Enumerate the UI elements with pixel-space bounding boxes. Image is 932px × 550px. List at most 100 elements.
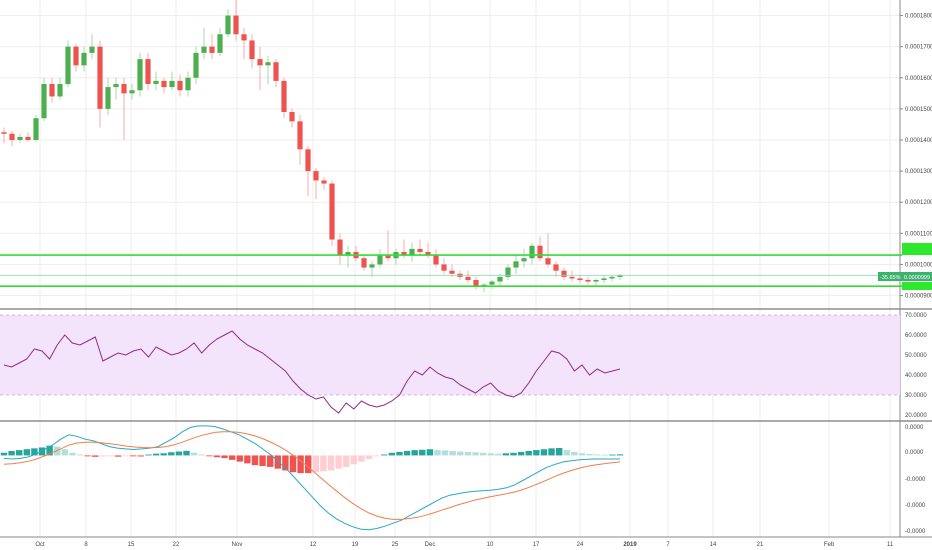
- candle-body[interactable]: [249, 40, 255, 60]
- candle-body[interactable]: [233, 15, 239, 35]
- candle-body[interactable]: [385, 255, 391, 259]
- candle-body[interactable]: [545, 258, 551, 265]
- candle-body[interactable]: [473, 280, 479, 287]
- macd-pane[interactable]: [0, 425, 624, 531]
- candle-body[interactable]: [105, 87, 111, 109]
- candle-body[interactable]: [289, 112, 295, 122]
- macd-histogram-bar: [107, 455, 114, 457]
- rsi-axis: 70.0000 60.0000 50.0000 40.0000 30.0000 20.00…: [905, 313, 927, 419]
- price-tick-label: 0.0001000: [905, 262, 932, 268]
- candle-body[interactable]: [121, 84, 127, 94]
- macd-tick-label: 0.0000: [905, 450, 924, 456]
- candle-body[interactable]: [273, 62, 279, 81]
- candle-body[interactable]: [281, 80, 287, 112]
- candle-body[interactable]: [225, 15, 231, 35]
- candle-body[interactable]: [257, 59, 263, 66]
- candle-body[interactable]: [513, 261, 519, 268]
- candle-body[interactable]: [361, 258, 367, 268]
- candle-body[interactable]: [585, 280, 591, 282]
- candle-body[interactable]: [329, 183, 335, 240]
- time-axis[interactable]: Oct 8 15 22 Nov 12 19 25 Dec 10 17 24 2019 7 14 21 Feb 11: [35, 542, 893, 548]
- candle-body[interactable]: [401, 252, 407, 256]
- candle-body[interactable]: [17, 136, 23, 140]
- macd-histogram-bar: [335, 455, 342, 469]
- macd-histogram-bar: [533, 450, 540, 456]
- macd-histogram-bar: [411, 450, 418, 456]
- candle-body[interactable]: [81, 52, 87, 66]
- candle-body[interactable]: [265, 62, 271, 66]
- candle-body[interactable]: [89, 46, 95, 53]
- candle-body[interactable]: [33, 118, 39, 140]
- macd-histogram-bar: [38, 447, 46, 456]
- macd-histogram-bar: [92, 455, 99, 457]
- rsi-pane[interactable]: [0, 314, 900, 414]
- macd-histogram-bar: [61, 449, 69, 456]
- candle-body[interactable]: [321, 180, 327, 184]
- candle-body[interactable]: [537, 245, 543, 259]
- candle-body[interactable]: [337, 239, 343, 256]
- candle-body[interactable]: [489, 281, 495, 285]
- candle-body[interactable]: [9, 133, 15, 140]
- candle-body[interactable]: [113, 84, 119, 88]
- candle-body[interactable]: [345, 252, 351, 256]
- candle-body[interactable]: [73, 46, 79, 66]
- candle-body[interactable]: [369, 264, 375, 268]
- candle-body[interactable]: [553, 264, 559, 271]
- candle-body[interactable]: [409, 248, 415, 256]
- candle-body[interactable]: [465, 276, 471, 280]
- candle-body[interactable]: [577, 278, 583, 280]
- rsi-line[interactable]: [3, 330, 621, 414]
- level-marker-lower: [902, 282, 932, 290]
- macd-histogram-bar: [487, 453, 494, 456]
- candle-body[interactable]: [529, 245, 535, 259]
- candle-body[interactable]: [521, 258, 527, 262]
- candle-body[interactable]: [449, 270, 455, 274]
- candle-body[interactable]: [569, 276, 575, 279]
- candle-body[interactable]: [169, 80, 175, 88]
- candle-body[interactable]: [417, 248, 423, 252]
- candle-body[interactable]: [561, 270, 567, 277]
- level-lines[interactable]: [0, 254, 902, 288]
- candle-body[interactable]: [161, 80, 167, 88]
- candle-body[interactable]: [609, 276, 615, 279]
- price-axis[interactable]: 0.0001800 0.0001700 0.0001600 0.0001500 0.00…: [900, 14, 932, 300]
- candle-body[interactable]: [193, 52, 199, 78]
- candle-body[interactable]: [441, 264, 447, 271]
- macd-histogram-bar: [297, 455, 304, 474]
- candle-body[interactable]: [497, 276, 503, 282]
- macd-line[interactable]: [3, 425, 620, 531]
- candle-body[interactable]: [617, 275, 623, 277]
- candle-body[interactable]: [137, 59, 143, 91]
- candle-body[interactable]: [65, 46, 71, 84]
- candle-body[interactable]: [97, 46, 103, 109]
- candle-body[interactable]: [145, 59, 151, 84]
- candle-body[interactable]: [601, 278, 607, 280]
- candle-body[interactable]: [177, 80, 183, 91]
- candle-body[interactable]: [297, 121, 303, 150]
- candle-body[interactable]: [593, 280, 599, 282]
- candle-body[interactable]: [433, 255, 439, 265]
- candle-body[interactable]: [313, 171, 319, 181]
- candle-body[interactable]: [1, 132, 7, 134]
- candle-body[interactable]: [25, 136, 31, 140]
- macd-histogram-bar: [251, 455, 259, 466]
- candle-body[interactable]: [153, 80, 159, 84]
- candle-body[interactable]: [425, 252, 431, 256]
- macd-histogram-bar: [578, 453, 586, 456]
- macd-histogram-bar: [114, 455, 122, 457]
- candle-body[interactable]: [305, 149, 311, 172]
- candle-body[interactable]: [241, 34, 247, 41]
- candle-body[interactable]: [201, 46, 207, 53]
- candle-body[interactable]: [377, 255, 383, 265]
- candle-body[interactable]: [209, 46, 215, 53]
- candle-body[interactable]: [57, 84, 63, 97]
- signal-line[interactable]: [3, 431, 621, 520]
- candle-body[interactable]: [217, 34, 223, 53]
- candle-body[interactable]: [505, 267, 511, 277]
- candle-body[interactable]: [129, 90, 135, 94]
- price-pane[interactable]: [1, 0, 623, 293]
- candle-body[interactable]: [49, 84, 55, 97]
- candle-body[interactable]: [185, 77, 191, 91]
- candle-body[interactable]: [41, 84, 47, 119]
